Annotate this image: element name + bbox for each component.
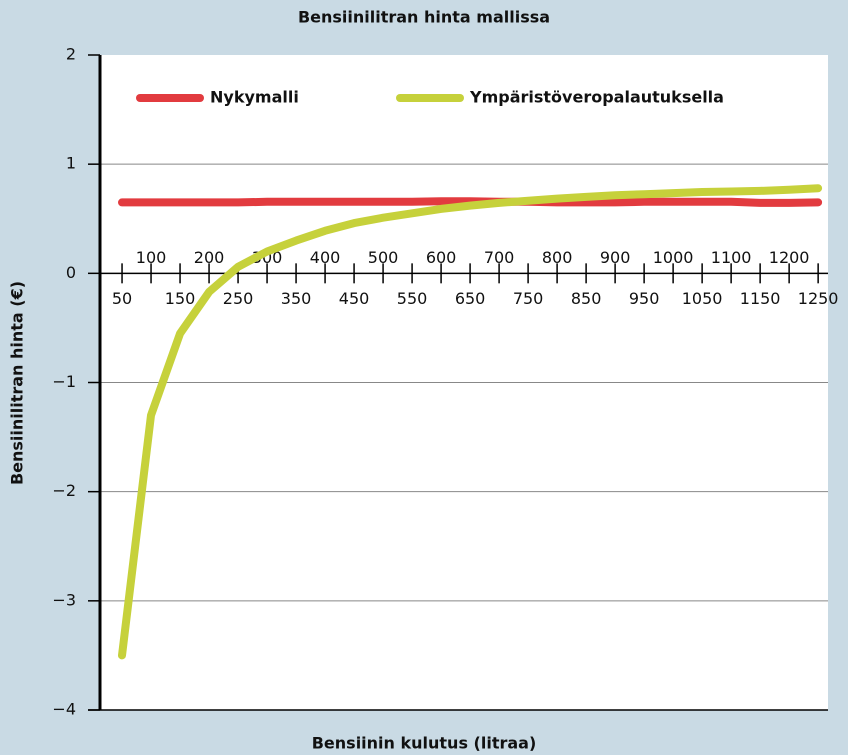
x-axis-label: Bensiinin kulutus (litraa) (312, 734, 537, 753)
x-tick-label: 150 (165, 289, 196, 308)
x-tick-label: 900 (600, 248, 631, 267)
y-tick-label: −4 (52, 700, 76, 719)
y-tick-label: −2 (52, 481, 76, 500)
x-tick-label: 800 (542, 248, 573, 267)
x-tick-label: 50 (112, 289, 132, 308)
x-tick-label: 350 (281, 289, 312, 308)
y-axis-label: Bensiinilitran hinta (€) (8, 281, 27, 485)
data-line (118, 197, 823, 207)
x-tick-label: 1050 (682, 289, 723, 308)
legend-label: Ympäristöveropalautuksella (469, 88, 724, 107)
y-tick-label: −1 (52, 372, 76, 391)
x-tick-label: 850 (571, 289, 602, 308)
x-tick-label: 200 (194, 248, 225, 267)
x-tick-label: 400 (310, 248, 341, 267)
x-tick-label: 100 (136, 248, 167, 267)
x-tick-label: 750 (513, 289, 544, 308)
chart-title: Bensiinilitran hinta mallissa (298, 8, 550, 27)
x-tick-label: 450 (339, 289, 370, 308)
x-tick-label: 250 (223, 289, 254, 308)
x-tick-label: 1100 (711, 248, 752, 267)
legend-label: Nykymalli (210, 88, 299, 107)
y-tick-label: 2 (66, 45, 76, 64)
x-tick-label: 600 (426, 248, 457, 267)
data-line (118, 184, 823, 660)
x-tick-label: 1000 (653, 248, 694, 267)
x-tick-label: 700 (484, 248, 515, 267)
y-tick-label: −3 (52, 590, 76, 609)
x-tick-label: 1150 (740, 289, 781, 308)
x-tick-label: 950 (629, 289, 660, 308)
x-tick-label: 1200 (769, 248, 810, 267)
x-tick-label: 550 (397, 289, 428, 308)
x-tick-label: 1250 (798, 289, 839, 308)
y-tick-label: 0 (66, 263, 76, 282)
y-tick-label: 1 (66, 154, 76, 173)
x-tick-label: 650 (455, 289, 486, 308)
x-tick-label: 500 (368, 248, 399, 267)
